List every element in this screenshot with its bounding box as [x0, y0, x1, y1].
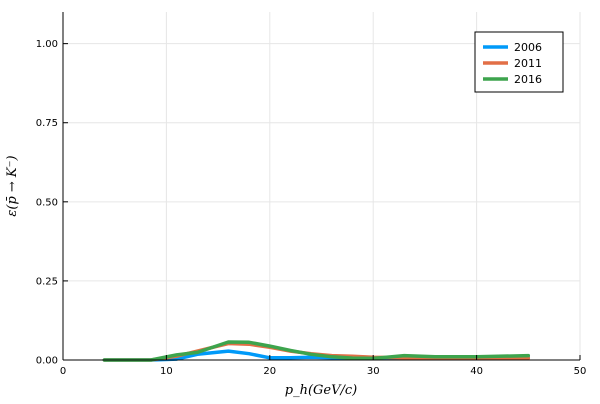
x-tick-label: 20: [263, 366, 276, 377]
axes: [62, 12, 581, 361]
series-line-2016: [102, 340, 531, 362]
y-tick-label: 0.75: [36, 118, 58, 129]
x-tick-label: 0: [60, 366, 66, 377]
series-lines: [102, 340, 531, 362]
legend-label-2011: 2011: [514, 57, 542, 70]
y-tick-label: 0.50: [36, 197, 58, 208]
y-tick-label: 0.00: [36, 356, 58, 367]
y-tick-label: 1.00: [36, 39, 58, 50]
x-tick-label: 50: [574, 366, 587, 377]
x-tick-label: 10: [160, 366, 173, 377]
y-axis-title: ε(p̄ → K⁻): [5, 155, 20, 216]
tick-labels: 0 10 20 30 40 50 0.00 0.25 0.50 0.75 1.00: [36, 39, 587, 377]
y-tick-label: 0.25: [36, 276, 58, 287]
x-tick-label: 30: [367, 366, 380, 377]
x-tick-label: 40: [470, 366, 483, 377]
legend-label-2006: 2006: [514, 41, 542, 54]
legend: 2006 2011 2016: [474, 31, 564, 93]
x-axis-title: p_h(GeV/c): [285, 383, 357, 398]
legend-label-2016: 2016: [514, 73, 542, 86]
